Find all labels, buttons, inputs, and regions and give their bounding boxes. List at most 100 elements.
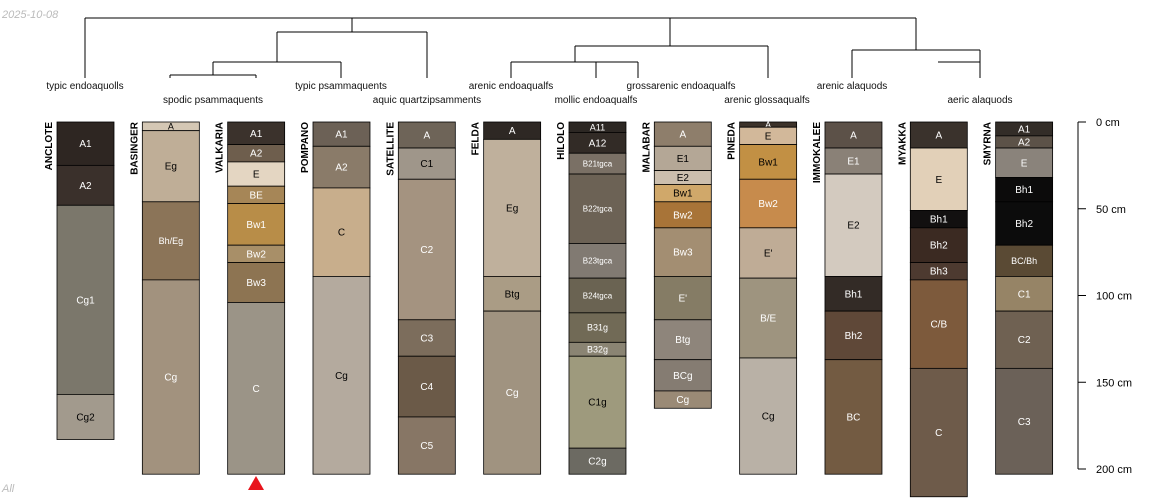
horizon-block <box>397 416 456 475</box>
depth-tick-label: 150 cm <box>1096 377 1132 389</box>
horizon-label: C2g <box>588 457 606 468</box>
horizon-block <box>909 227 968 263</box>
horizon-block <box>397 355 456 418</box>
horizon-label: Cg <box>335 371 348 382</box>
horizon-label: B23tgca <box>583 257 613 266</box>
horizon-label: Bw3 <box>246 278 266 289</box>
horizon-block <box>568 447 627 475</box>
profile-felda: FELDA A Eg Btg Cg <box>471 121 542 475</box>
profile-name: POMPANO <box>300 122 311 173</box>
horizon-label: Bh2 <box>845 331 863 342</box>
horizon-block <box>141 130 200 203</box>
horizon-block <box>824 276 883 312</box>
horizon-block <box>653 201 712 229</box>
horizon-label: Cg2 <box>76 412 95 423</box>
horizon-label: E2 <box>677 173 690 184</box>
taxonomy-label: aquic quartzipsamments <box>373 95 481 106</box>
profile-malabar: MALABAR A E1 E2 Bw1 Bw2 Bw3 E' Btg BCg Cg <box>641 121 712 409</box>
horizon-block <box>909 147 968 211</box>
profile-name: PINEDA <box>727 122 738 160</box>
horizon-label: A1 <box>250 129 263 140</box>
horizon-block <box>824 147 883 175</box>
horizon-label: C <box>935 428 942 439</box>
horizon-label: A2 <box>1018 137 1031 148</box>
horizon-label: Cg1 <box>76 295 95 306</box>
selected-profile-marker <box>248 476 264 490</box>
taxonomy-label: spodic psammaquents <box>163 95 263 106</box>
horizon-block <box>312 121 371 147</box>
horizon-block <box>739 277 798 359</box>
horizon-block <box>397 178 456 321</box>
horizon-label: Bw1 <box>246 220 266 231</box>
horizon-label: B22tgca <box>583 205 613 214</box>
horizon-block <box>56 164 115 206</box>
profile-name: ANCLOTE <box>44 122 55 171</box>
horizon-label: E <box>1021 158 1028 169</box>
profile-name: IMMOKALEE <box>812 122 823 183</box>
horizon-block <box>995 310 1054 369</box>
horizon-block <box>995 177 1054 203</box>
horizon-block <box>568 277 627 314</box>
horizon-label: A1 <box>335 130 348 141</box>
horizon-label: Cg <box>676 395 689 406</box>
horizon-label: E1 <box>847 157 860 168</box>
horizon-block <box>824 359 883 475</box>
horizon-label: E2 <box>847 221 860 232</box>
horizon-block <box>56 393 115 440</box>
horizon-block <box>312 145 371 189</box>
horizon-block <box>568 355 627 449</box>
horizon-block <box>568 243 627 279</box>
horizon-label: A <box>679 130 686 141</box>
horizon-label: B21tgca <box>583 159 613 168</box>
horizon-label: Btg <box>675 335 690 346</box>
horizon-label: E' <box>679 294 688 305</box>
horizon-block <box>739 144 798 180</box>
horizon-block <box>653 319 712 361</box>
profile-name: SATELLITE <box>385 122 396 176</box>
horizon-label: Bh2 <box>930 241 948 252</box>
horizon-block <box>909 367 968 498</box>
horizon-label: Eg <box>165 162 177 173</box>
horizon-block <box>653 359 712 392</box>
taxonomy-label: arenic endoaqualfs <box>469 81 554 92</box>
horizon-block <box>141 201 200 281</box>
horizon-label: C5 <box>420 441 433 452</box>
profile-name: SMYRNA <box>983 122 994 165</box>
horizon-label: Cg <box>762 412 775 423</box>
horizon-label: Bh1 <box>1015 185 1033 196</box>
horizon-label: C/B <box>930 320 947 331</box>
horizon-label: C1g <box>588 398 606 409</box>
horizon-label: E1 <box>677 154 690 165</box>
horizon-block <box>312 276 371 475</box>
horizon-block <box>312 187 371 277</box>
depth-tick-label: 50 cm <box>1096 204 1126 216</box>
profile-name: MALABAR <box>641 121 652 172</box>
horizon-block <box>227 262 286 303</box>
horizon-label: A1 <box>1018 124 1031 135</box>
horizon-block <box>483 310 542 475</box>
horizon-block <box>227 203 286 246</box>
horizon-label: A2 <box>335 163 348 174</box>
profile-name: FELDA <box>471 122 482 155</box>
horizon-label: C3 <box>420 334 433 345</box>
profile-immokalee: IMMOKALEE A E1 E2 Bh1 Bh2 BC <box>812 121 883 475</box>
horizon-block <box>653 276 712 321</box>
dendrogram <box>84 17 981 78</box>
horizon-block <box>227 302 286 475</box>
horizon-block <box>995 244 1054 277</box>
horizon-label: C <box>338 228 345 239</box>
horizon-label: Cg <box>164 373 177 384</box>
horizon-label: Bh/Eg <box>159 236 184 246</box>
horizon-label: E <box>935 175 942 186</box>
horizon-block <box>824 173 883 277</box>
taxonomy-label: arenic glossaqualfs <box>724 95 810 106</box>
horizon-label: E' <box>764 248 773 259</box>
horizon-block <box>397 319 456 357</box>
horizon-label: Bh2 <box>1015 219 1033 230</box>
horizon-block <box>653 145 712 171</box>
taxonomy-labels: typic endoaquolls spodic psammaquents ty… <box>46 81 1012 106</box>
horizon-label: BCg <box>673 371 692 382</box>
horizon-label: A <box>935 131 942 142</box>
horizon-label: B31g <box>587 323 608 333</box>
horizon-label: A2 <box>79 181 92 192</box>
